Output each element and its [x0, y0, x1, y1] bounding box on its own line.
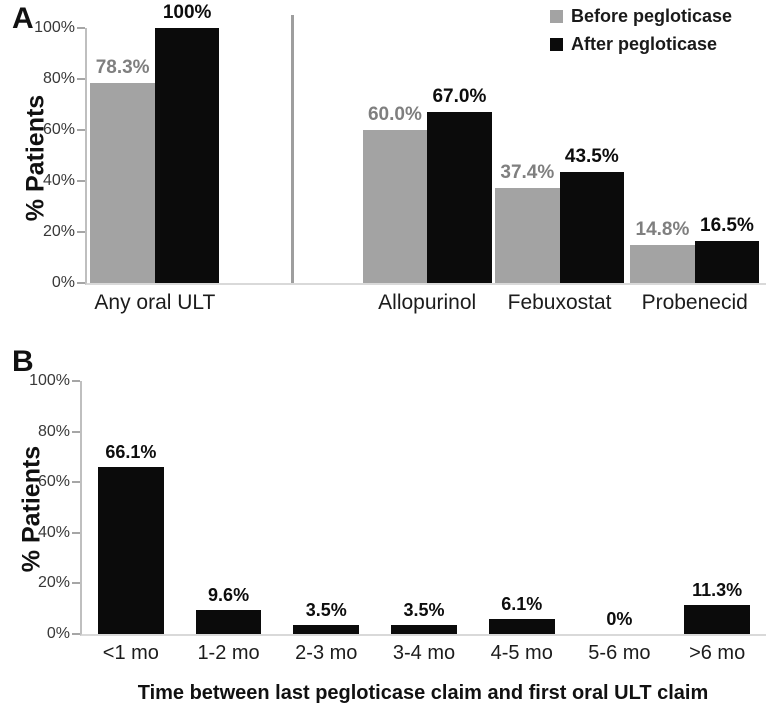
value-label: 37.4%	[500, 161, 555, 183]
y-tick-mark	[77, 180, 85, 182]
bar-before-pegloticase	[362, 130, 428, 283]
y-tick-label: 100%	[29, 372, 70, 389]
bar-time-bucket	[195, 609, 262, 634]
y-tick-label: 60%	[42, 121, 75, 138]
bar-before-pegloticase	[495, 187, 560, 283]
y-tick-label: 40%	[37, 523, 70, 541]
y-tick-mark	[72, 481, 80, 484]
category-label: Febuxostat	[507, 291, 612, 314]
y-tick-mark	[77, 129, 85, 131]
panel-b: B % Patients 0% 20% 40% 60% 80% 100% 66.1% <1 m…	[0, 345, 769, 722]
panel-b-y-axis-title: % Patients	[17, 445, 46, 573]
category-label: Allopurinol	[378, 291, 477, 314]
y-tick-mark	[77, 27, 85, 29]
y-tick-mark	[72, 531, 80, 534]
category-label: 2-3 mo	[295, 642, 358, 664]
panel-b-letter: B	[12, 345, 34, 378]
legend-swatch-icon	[550, 38, 563, 51]
y-tick-mark	[77, 231, 85, 233]
bar-time-bucket	[488, 618, 555, 634]
value-label: 100%	[162, 2, 212, 23]
legend-item: After pegloticase	[550, 34, 732, 55]
category-label: <1 mo	[102, 642, 159, 664]
value-label: 9.6%	[208, 584, 250, 605]
value-label: 67.0%	[432, 86, 487, 108]
y-tick-mark	[72, 380, 80, 382]
panel-a: A % Patients 0% 20% 40% 60% 80% 100% 78.3% 100%…	[0, 0, 769, 345]
legend-item: Before pegloticase	[550, 6, 732, 27]
y-tick-label: 0%	[51, 274, 75, 291]
panel-b-x-axis-title: Time between last pegloticase claim and …	[137, 682, 709, 704]
value-label: 14.8%	[635, 219, 690, 241]
value-label: 43.5%	[564, 146, 619, 168]
bar-before-pegloticase	[90, 83, 155, 283]
panel-a-y-axis-title: % Patients	[21, 94, 50, 222]
bar-time-bucket	[98, 466, 164, 634]
y-tick-label: 20%	[42, 223, 75, 240]
bar-after-pegloticase	[154, 28, 220, 283]
value-label: 0%	[606, 609, 633, 629]
y-tick-mark	[77, 282, 85, 284]
panel-b-plot-area: 0% 20% 40% 60% 80% 100% 66.1% <1 mo 9.6% 1-2 mo 3.…	[29, 372, 766, 664]
bar-time-bucket	[293, 625, 360, 634]
y-tick-label: 80%	[42, 70, 75, 87]
value-label: 78.3%	[95, 57, 150, 79]
category-label: 5-6 mo	[588, 642, 651, 664]
legend-label: Before pegloticase	[571, 6, 733, 26]
bar-time-bucket	[684, 605, 750, 634]
group-divider-line	[290, 15, 294, 283]
bar-time-bucket	[391, 625, 457, 634]
category-label: 4-5 mo	[490, 642, 553, 664]
panel-a-plot-area: 0% 20% 40% 60% 80% 100% 78.3% 100% Any oral ULT 6…	[34, 2, 766, 314]
value-label: 3.5%	[403, 600, 445, 621]
category-label: Probenecid	[641, 291, 748, 314]
y-tick-mark	[77, 78, 85, 80]
y-tick-label: 40%	[42, 172, 75, 189]
y-tick-mark	[72, 430, 80, 433]
value-label: 3.5%	[305, 600, 347, 621]
legend: Before pegloticase After pegloticase	[550, 6, 732, 55]
category-label: >6 mo	[689, 642, 746, 664]
value-label: 6.1%	[501, 593, 543, 614]
category-label: 1-2 mo	[197, 642, 260, 664]
y-tick-label: 80%	[37, 422, 70, 440]
legend-swatch-icon	[550, 10, 563, 23]
value-label: 66.1%	[105, 441, 157, 462]
y-tick-label: 20%	[37, 574, 70, 592]
panel-a-letter: A	[12, 2, 34, 35]
bar-after-pegloticase	[427, 112, 492, 283]
bar-after-pegloticase	[694, 240, 760, 283]
legend-label: After pegloticase	[571, 34, 718, 54]
y-tick-mark	[72, 633, 80, 635]
bar-after-pegloticase	[559, 172, 625, 283]
value-label: 16.5%	[700, 214, 754, 236]
category-label: Any oral ULT	[94, 291, 216, 314]
category-label: 3-4 mo	[392, 642, 456, 664]
y-tick-label: 100%	[34, 19, 75, 36]
bar-before-pegloticase	[630, 245, 695, 283]
value-label: 60.0%	[367, 104, 422, 125]
y-tick-label: 0%	[46, 625, 70, 642]
y-tick-mark	[72, 582, 80, 585]
value-label: 11.3%	[692, 580, 743, 601]
y-tick-label: 60%	[37, 473, 70, 491]
